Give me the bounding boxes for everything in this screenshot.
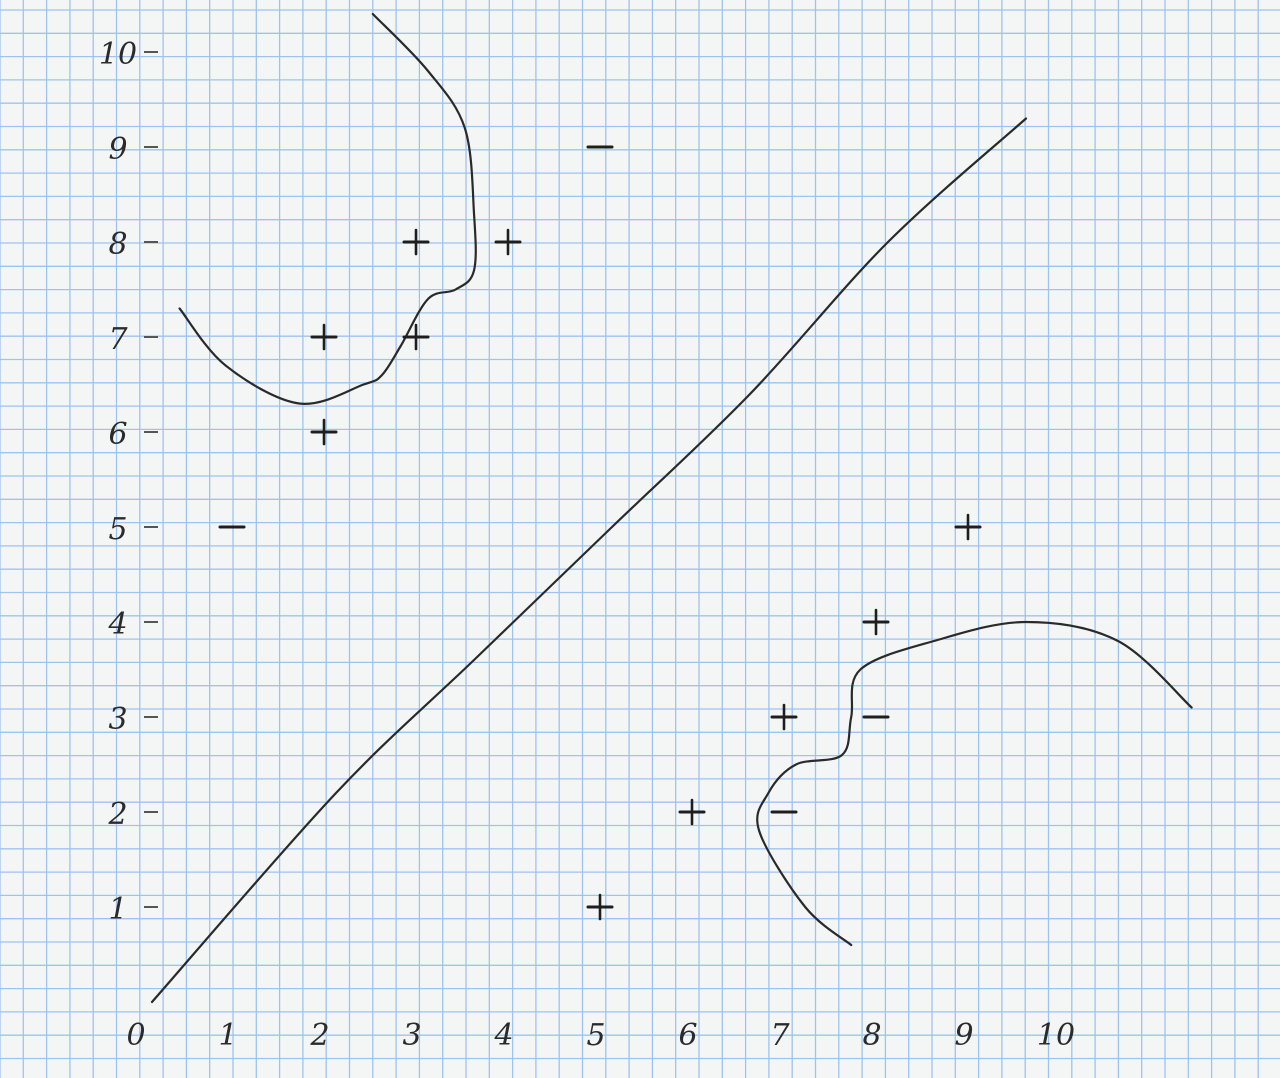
y-tick-label: 8 xyxy=(108,227,127,262)
plus-mark xyxy=(770,703,798,731)
plus-mark xyxy=(862,608,890,636)
plus-mark xyxy=(402,228,430,256)
y-tick-label: 5 xyxy=(108,512,127,547)
x-tick-label: 6 xyxy=(678,1018,697,1053)
x-tick-label: 9 xyxy=(954,1018,973,1053)
y-tick-label: 6 xyxy=(108,417,127,452)
x-tick-label: 7 xyxy=(770,1018,790,1053)
y-tick-label: 7 xyxy=(108,322,128,357)
data-points xyxy=(218,145,982,921)
x-tick-label: 1 xyxy=(218,1018,237,1053)
y-tick-label: 9 xyxy=(108,132,127,167)
plus-mark xyxy=(310,418,338,446)
x-tick-label: 2 xyxy=(309,1018,329,1053)
upper-left-boundary-curve xyxy=(178,12,477,405)
decision-curves xyxy=(150,12,1193,1004)
y-tick-label: 1 xyxy=(108,892,127,927)
x-axis-labels: 0 1 2 3 4 5 6 7 8 9 10 xyxy=(126,1018,1075,1053)
diagonal-boundary-curve xyxy=(150,117,1028,1004)
y-tick-label: 3 xyxy=(108,702,127,737)
plus-mark xyxy=(494,228,522,256)
plus-mark xyxy=(586,893,614,921)
plus-mark xyxy=(310,323,338,351)
y-tick-label: 2 xyxy=(107,797,127,832)
x-tick-label: 0 xyxy=(126,1018,145,1053)
plus-mark xyxy=(402,323,430,351)
y-tick-label: 10 xyxy=(99,37,137,72)
x-tick-label: 5 xyxy=(586,1018,605,1053)
y-axis-labels: 1 2 3 4 5 6 7 8 9 10 xyxy=(99,37,137,927)
x-tick-label: 3 xyxy=(402,1018,421,1053)
x-tick-label: 4 xyxy=(493,1018,513,1053)
y-tick-label: 4 xyxy=(107,607,127,642)
axis-tick-marks xyxy=(144,51,158,908)
lower-right-boundary-curve xyxy=(756,620,1193,947)
x-tick-label: 8 xyxy=(862,1018,881,1053)
plus-mark xyxy=(678,798,706,826)
x-tick-label: 10 xyxy=(1037,1018,1075,1053)
plus-mark xyxy=(954,513,982,541)
